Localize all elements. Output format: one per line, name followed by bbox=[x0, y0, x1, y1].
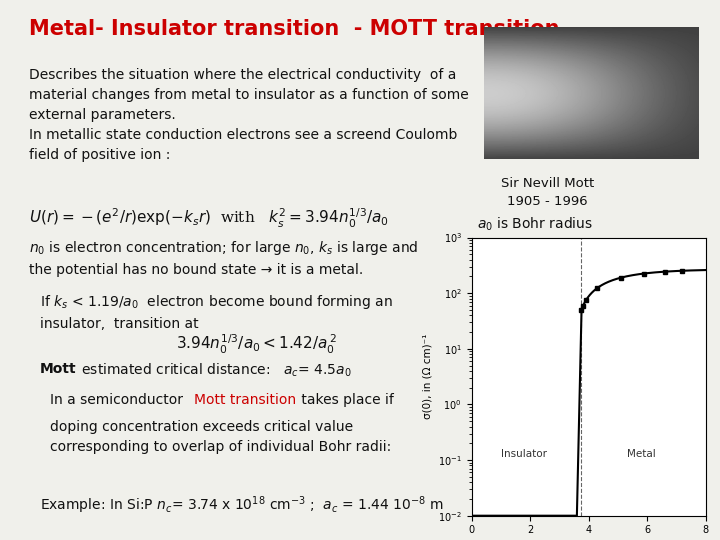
Y-axis label: σ(0), in (Ω cm)⁻¹: σ(0), in (Ω cm)⁻¹ bbox=[423, 334, 433, 420]
Text: Metal- Insulator transition  - MOTT transition: Metal- Insulator transition - MOTT trans… bbox=[29, 19, 559, 39]
Text: Metal: Metal bbox=[627, 449, 656, 459]
Text: If $k_s$ < 1.19/$a_0$  electron become bound forming an
insulator,  transition a: If $k_s$ < 1.19/$a_0$ electron become bo… bbox=[40, 293, 392, 330]
Text: doping concentration exceeds critical value
corresponding to overlap of individu: doping concentration exceeds critical va… bbox=[50, 420, 392, 454]
Text: takes place if: takes place if bbox=[297, 393, 395, 407]
Text: $n_0$ is electron concentration; for large $n_0$, $k_s$ is large and
the potenti: $n_0$ is electron concentration; for lar… bbox=[29, 239, 418, 276]
Text: Mott transition: Mott transition bbox=[194, 393, 297, 407]
Text: In a semiconductor: In a semiconductor bbox=[50, 393, 188, 407]
Text: estimated critical distance:   $a_c$= 4.5$a_0$: estimated critical distance: $a_c$= 4.5$… bbox=[77, 362, 351, 379]
Text: $3.94n_0^{1/3}/a_0 < 1.42/a_0^{\,2}$: $3.94n_0^{1/3}/a_0 < 1.42/a_0^{\,2}$ bbox=[176, 332, 338, 355]
Text: Sir Nevill Mott
1905 - 1996: Sir Nevill Mott 1905 - 1996 bbox=[500, 177, 594, 208]
Text: Example: In Si:P $n_c$= 3.74 x $10^{18}$ cm$^{-3}$ ;  $a_c$ = 1.44 $10^{-8}$ m: Example: In Si:P $n_c$= 3.74 x $10^{18}$… bbox=[40, 494, 444, 516]
Text: $a_0$ is Bohr radius: $a_0$ is Bohr radius bbox=[477, 216, 593, 233]
Text: $U(r) = -(e^2/r)\exp(-k_s r)$  with   $k_s^2 = 3.94n_0^{1/3}/a_0$: $U(r) = -(e^2/r)\exp(-k_s r)$ with $k_s^… bbox=[29, 207, 389, 230]
Text: Mott: Mott bbox=[40, 362, 76, 376]
Text: Describes the situation where the electrical conductivity  of a
material changes: Describes the situation where the electr… bbox=[29, 68, 469, 161]
Text: Insulator: Insulator bbox=[501, 449, 547, 459]
